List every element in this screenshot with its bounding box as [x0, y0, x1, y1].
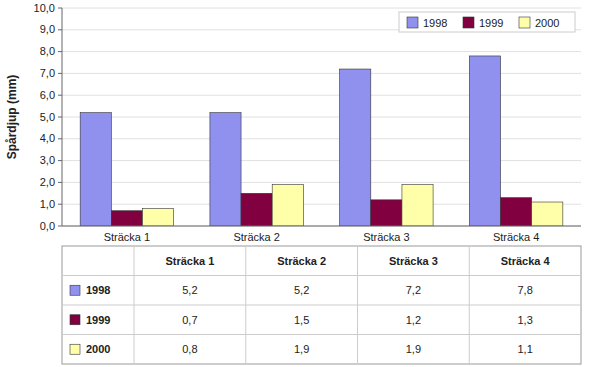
tick-label: 8,0	[40, 45, 55, 57]
grid-line	[62, 226, 581, 227]
legend-swatch	[519, 17, 530, 28]
table-rule	[245, 246, 246, 364]
bar	[272, 185, 303, 226]
tick	[58, 51, 62, 52]
y-axis-line	[62, 8, 63, 226]
table-row-label: 1998	[86, 284, 110, 296]
bar	[241, 193, 272, 226]
tick	[58, 182, 62, 183]
tick	[58, 73, 62, 74]
tick-label: 6,0	[40, 89, 55, 101]
table-rule	[357, 246, 358, 364]
table-header: Sträcka 2	[277, 255, 326, 267]
table-value: 1,9	[294, 343, 309, 355]
tick	[58, 160, 62, 161]
y-axis: 0,0 1,0 2,0 3,0 4,0 5,0 6,0 7,0 8,0 9,0 10,0	[34, 2, 62, 232]
table-header: Sträcka 4	[501, 255, 551, 267]
tick	[58, 138, 62, 139]
bar	[142, 209, 173, 226]
bar	[469, 56, 500, 226]
grid	[62, 8, 581, 226]
table-value: 1,1	[517, 343, 532, 355]
table-rule	[134, 246, 135, 364]
table-value: 1,3	[517, 314, 532, 326]
bar	[80, 113, 111, 226]
grid-line	[62, 73, 581, 74]
bar	[532, 202, 563, 226]
x-axis: Sträcka 1 Sträcka 2 Sträcka 3 Sträcka 4	[104, 231, 540, 243]
legend-label: 1999	[479, 17, 503, 29]
table-swatch	[70, 285, 80, 295]
table-value: 0,8	[182, 343, 197, 355]
grid-line	[62, 160, 581, 161]
x-axis-line	[62, 226, 581, 227]
tick-label: 1,0	[40, 198, 55, 210]
tick-label: 0,0	[40, 220, 55, 232]
tick	[58, 117, 62, 118]
table-header: Sträcka 1	[165, 255, 214, 267]
tick-label: Sträcka 4	[493, 231, 539, 243]
table-value: 1,5	[294, 314, 309, 326]
legend: 1998 1999 2000	[399, 12, 575, 32]
grid-line	[62, 182, 581, 183]
legend-box	[399, 12, 575, 32]
bars	[80, 56, 563, 226]
table-header: Sträcka 3	[389, 255, 438, 267]
table-rule	[62, 305, 581, 306]
tick	[58, 226, 62, 227]
table-rule	[62, 334, 581, 335]
tick-label: 10,0	[34, 2, 55, 14]
tick-label: 3,0	[40, 154, 55, 166]
tick-label: 9,0	[40, 23, 55, 35]
tick	[58, 204, 62, 205]
table-value: 0,7	[182, 314, 197, 326]
table-value: 1,9	[406, 343, 421, 355]
tick	[58, 95, 62, 96]
axis-label: Spårdjup (mm)	[5, 75, 19, 160]
table-swatch	[70, 315, 80, 325]
grid-line	[62, 117, 581, 118]
grid-line	[62, 51, 581, 52]
bar	[340, 69, 371, 226]
chart: 0,0 1,0 2,0 3,0 4,0 5,0 6,0 7,0 8,0 9,0 10,0 Spårdj…	[0, 0, 591, 367]
table-rule	[62, 275, 581, 276]
legend-label: 2000	[535, 17, 559, 29]
bar	[402, 185, 433, 226]
tick-label: 2,0	[40, 176, 55, 188]
table-value: 7,8	[517, 284, 532, 296]
tick-label: 5,0	[40, 111, 55, 123]
grid-line	[62, 8, 581, 9]
table-rule	[469, 246, 470, 364]
table-row-label: 2000	[86, 343, 110, 355]
tick-label: 4,0	[40, 132, 55, 144]
table-value: 5,2	[182, 284, 197, 296]
tick	[58, 29, 62, 30]
table-swatch	[70, 344, 80, 354]
tick-label: Sträcka 1	[104, 231, 150, 243]
bar	[371, 200, 402, 226]
tick	[58, 8, 62, 9]
tick-label: Sträcka 2	[233, 231, 279, 243]
bar	[111, 211, 142, 226]
bar	[501, 198, 532, 226]
table-border	[62, 246, 581, 364]
table-value: 1,2	[406, 314, 421, 326]
table-row-label: 1999	[86, 314, 110, 326]
data-table: Sträcka 1 Sträcka 2 Sträcka 3 Sträcka 4 1998…	[62, 246, 581, 364]
table-value: 7,2	[406, 284, 421, 296]
legend-label: 1998	[423, 17, 447, 29]
table-value: 5,2	[294, 284, 309, 296]
legend-swatch	[463, 17, 474, 28]
tick-label: 7,0	[40, 67, 55, 79]
bar	[210, 113, 241, 226]
grid-line	[62, 95, 581, 96]
grid-line	[62, 138, 581, 139]
tick-label: Sträcka 3	[363, 231, 409, 243]
legend-swatch	[407, 17, 418, 28]
